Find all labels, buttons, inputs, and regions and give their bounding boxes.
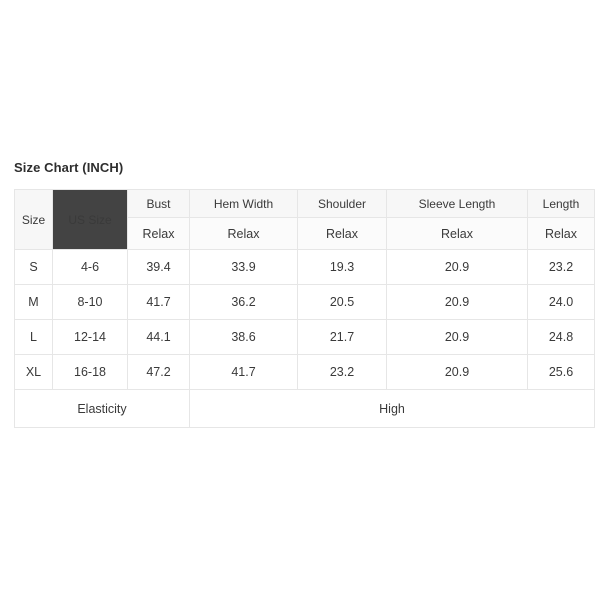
cell-shoulder: 20.5 xyxy=(297,284,387,320)
cell-size: XL xyxy=(14,354,53,390)
elasticity-row: Elasticity High xyxy=(14,389,595,428)
cell-shoulder: 21.7 xyxy=(297,319,387,355)
column-header-hem-width: Hem Width xyxy=(189,189,298,218)
cell-sleeve-length: 20.9 xyxy=(386,354,528,390)
column-header-sleeve-length: Sleeve Length xyxy=(386,189,528,218)
elasticity-label: Elasticity xyxy=(14,389,190,428)
cell-hem-width: 41.7 xyxy=(189,354,298,390)
fit-label-sleeve-length: Relax xyxy=(386,217,528,250)
cell-hem-width: 33.9 xyxy=(189,249,298,285)
cell-bust: 47.2 xyxy=(127,354,190,390)
cell-hem-width: 38.6 xyxy=(189,319,298,355)
page-title: Size Chart (INCH) xyxy=(14,160,124,175)
cell-us-size: 12-14 xyxy=(52,319,128,355)
cell-size: M xyxy=(14,284,53,320)
cell-size: S xyxy=(14,249,53,285)
column-header-us-size: US Size xyxy=(52,189,128,250)
table-row: S 4-6 39.4 33.9 19.3 20.9 23.2 xyxy=(14,249,595,285)
size-chart-block: Size Chart (INCH) Size US Size Bust Hem … xyxy=(14,160,595,428)
cell-sleeve-length: 20.9 xyxy=(386,249,528,285)
fit-label-length: Relax xyxy=(527,217,595,250)
cell-sleeve-length: 20.9 xyxy=(386,319,528,355)
cell-length: 23.2 xyxy=(527,249,595,285)
cell-shoulder: 19.3 xyxy=(297,249,387,285)
fit-label-shoulder: Relax xyxy=(297,217,387,250)
column-header-length: Length xyxy=(527,189,595,218)
cell-us-size: 16-18 xyxy=(52,354,128,390)
table-header: Size US Size Bust Hem Width Shoulder Sle… xyxy=(14,189,595,250)
table-row: XL 16-18 47.2 41.7 23.2 20.9 25.6 xyxy=(14,354,595,390)
table-row: L 12-14 44.1 38.6 21.7 20.9 24.8 xyxy=(14,319,595,355)
cell-size: L xyxy=(14,319,53,355)
column-header-shoulder: Shoulder xyxy=(297,189,387,218)
cell-length: 25.6 xyxy=(527,354,595,390)
fit-label-hem-width: Relax xyxy=(189,217,298,250)
table-body: S 4-6 39.4 33.9 19.3 20.9 23.2 M 8-10 41… xyxy=(14,249,595,428)
fit-label-bust: Relax xyxy=(127,217,190,250)
cell-sleeve-length: 20.9 xyxy=(386,284,528,320)
cell-bust: 44.1 xyxy=(127,319,190,355)
cell-us-size: 4-6 xyxy=(52,249,128,285)
elasticity-value: High xyxy=(189,389,595,428)
header-row-primary: Size US Size Bust Hem Width Shoulder Sle… xyxy=(14,189,595,250)
column-header-size: Size xyxy=(14,189,53,250)
table-row: M 8-10 41.7 36.2 20.5 20.9 24.0 xyxy=(14,284,595,320)
cell-length: 24.8 xyxy=(527,319,595,355)
cell-us-size: 8-10 xyxy=(52,284,128,320)
cell-bust: 39.4 xyxy=(127,249,190,285)
column-header-bust: Bust xyxy=(127,189,190,218)
header-row-fit: Relax Relax Relax Relax Relax xyxy=(15,217,595,250)
size-chart-table: Size US Size Bust Hem Width Shoulder Sle… xyxy=(14,189,595,428)
cell-length: 24.0 xyxy=(527,284,595,320)
cell-bust: 41.7 xyxy=(127,284,190,320)
cell-hem-width: 36.2 xyxy=(189,284,298,320)
cell-shoulder: 23.2 xyxy=(297,354,387,390)
